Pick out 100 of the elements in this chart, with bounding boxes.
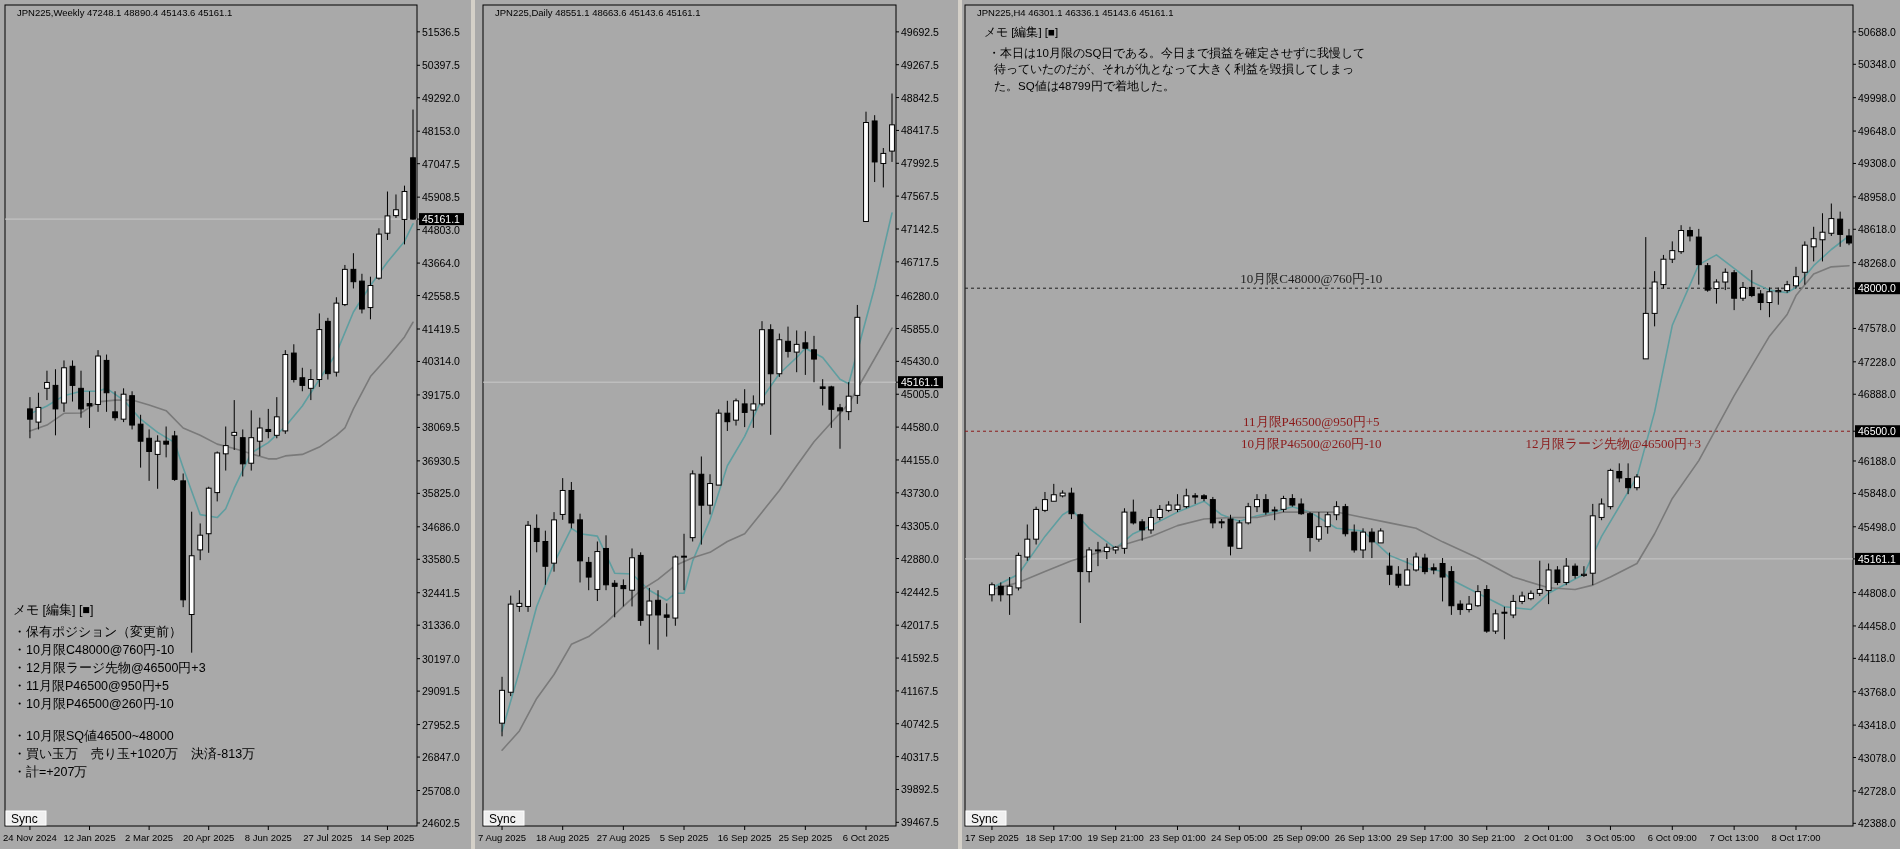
y-tick-label: 47992.5 [901, 157, 940, 170]
y-tick-label: 42880.0 [901, 552, 940, 565]
annotation: ・10月限SQ値46500~48000 [13, 729, 174, 743]
annotation: 10月限P46500@260円-10 [1241, 436, 1382, 452]
x-tick-label: 26 Sep 13:00 [1334, 832, 1392, 843]
y-tick-label: 43418.0 [1858, 719, 1897, 732]
y-tick-label: 45430.0 [901, 355, 940, 368]
y-tick-label: 40317.5 [901, 750, 940, 763]
x-tick-label: 23 Sep 01:00 [1149, 832, 1206, 843]
y-tick-label: 44580.0 [901, 421, 940, 434]
y-tick-label: 42442.5 [901, 586, 940, 599]
y-tick-label: 43078.0 [1858, 751, 1897, 764]
y-tick-label: 47228.0 [1858, 355, 1897, 368]
x-tick-label: 18 Sep 17:00 [1025, 832, 1083, 843]
y-tick-label: 51536.5 [422, 25, 461, 38]
y-tick-label: 44808.0 [1858, 586, 1897, 599]
y-tick-label: 46188.0 [1858, 454, 1897, 467]
y-tick-label: 42388.0 [1858, 817, 1897, 830]
y-tick-label: 48958.0 [1858, 190, 1897, 203]
y-tick-label: 24602.5 [422, 816, 461, 829]
x-tick-label: 30 Sep 21:00 [1458, 832, 1516, 843]
y-tick-label: 46280.0 [901, 289, 940, 302]
y-tick-label: 35825.0 [422, 487, 461, 500]
annotation: ・本日は10月限のSQ日である。今日まで損益を確定させずに我慢して [988, 45, 1366, 60]
y-tick-label: 39175.0 [422, 388, 461, 401]
x-tick-label: 6 Oct 09:00 [1647, 832, 1697, 843]
annotation: ・10月限C48000@760円-10 [13, 643, 175, 657]
y-tick-label: 48618.0 [1858, 223, 1897, 236]
x-tick-label: 3 Oct 05:00 [1585, 832, 1635, 843]
y-tick-label: 26847.0 [422, 751, 461, 764]
y-tick-label: 45908.5 [422, 191, 461, 204]
y-tick-label: 47047.5 [422, 157, 461, 170]
y-tick-label: 39467.5 [901, 816, 940, 829]
annotation: 12月限ラージ先物@46500円+3 [1525, 436, 1701, 452]
x-tick-label: 2 Oct 01:00 [1524, 832, 1574, 843]
y-tick-label: 48417.5 [901, 124, 940, 137]
y-tick-label: 25708.0 [422, 784, 461, 797]
y-tick-label: 47142.5 [901, 223, 940, 235]
x-tick-label: 25 Sep 2025 [778, 832, 833, 843]
y-tick-label: 45161.1 [422, 213, 461, 226]
y-tick-label: 48842.5 [901, 91, 940, 104]
annotation: ・保有ポジション（変更前） [13, 624, 182, 639]
ref-line-label: 10月限C48000@760円-10 [1240, 271, 1383, 287]
y-tick-label: 34686.0 [422, 520, 461, 533]
annotation: 待っていたのだが、それが仇となって大きく利益を毀損してしまっ [994, 63, 1354, 76]
y-tick-label: 42558.5 [422, 289, 461, 302]
annotation: ・計=+207万 [13, 765, 88, 779]
y-tick-label: 49648.0 [1858, 125, 1897, 138]
x-tick-label: 29 Sep 17:00 [1396, 832, 1454, 843]
y-tick-label: 46888.0 [1858, 388, 1897, 401]
annotation: Sync [11, 812, 38, 826]
y-tick-label: 42017.5 [901, 619, 940, 632]
y-tick-label: 48268.0 [1858, 256, 1897, 269]
x-tick-label: 7 Aug 2025 [478, 832, 527, 843]
y-tick-label: 47567.5 [901, 190, 940, 203]
annotation: ・10月限P46500@260円-10 [13, 697, 174, 711]
y-tick-label: 31336.0 [422, 619, 461, 632]
y-tick-label: 40314.0 [422, 355, 461, 368]
y-tick-label: 49292.0 [422, 91, 461, 104]
annotation: ・買い玉万 売り玉+1020万 決済-813万 [13, 746, 256, 761]
y-tick-label: 44155.0 [901, 453, 940, 466]
y-tick-label: 45161.1 [901, 376, 940, 389]
y-tick-label: 47578.0 [1858, 322, 1897, 335]
x-tick-label: 8 Oct 17:00 [1771, 832, 1821, 843]
y-tick-label: 41592.5 [901, 652, 940, 665]
y-tick-label: 49998.0 [1858, 91, 1897, 104]
y-tick-label: 45855.0 [901, 322, 940, 335]
y-tick-label: 43768.0 [1858, 685, 1897, 698]
chart-title: JPN225,Weekly 47248.1 48890.4 45143.6 45161.1 [17, 7, 233, 18]
x-tick-label: 2 Mar 2025 [125, 832, 174, 843]
y-tick-label: 33580.5 [422, 553, 461, 566]
y-tick-label: 32441.5 [422, 586, 461, 599]
x-tick-label: 18 Aug 2025 [536, 832, 590, 843]
x-tick-label: 8 Jun 2025 [244, 832, 292, 843]
y-tick-label: 27952.5 [422, 718, 461, 731]
y-tick-label: 48153.0 [422, 125, 461, 138]
y-tick-label: 44458.0 [1858, 619, 1897, 632]
x-tick-label: 16 Sep 2025 [717, 832, 772, 843]
x-tick-label: 14 Sep 2025 [360, 832, 415, 843]
x-tick-label: 24 Nov 2024 [3, 832, 57, 843]
annotation: ・12月限ラージ先物@46500円+3 [13, 661, 206, 675]
y-tick-label: 45498.0 [1858, 520, 1897, 533]
y-tick-label: 41419.5 [422, 323, 461, 336]
y-tick-label: 46500.0 [1858, 425, 1897, 438]
y-tick-label: 38069.5 [422, 421, 461, 434]
y-tick-label: 43730.0 [901, 486, 940, 499]
x-tick-label: 25 Sep 09:00 [1272, 832, 1330, 843]
y-tick-label: 43664.0 [422, 257, 461, 270]
annotation: Sync [971, 812, 998, 826]
y-tick-label: 30197.0 [422, 652, 461, 665]
x-tick-label: 6 Oct 2025 [842, 832, 890, 843]
y-tick-label: 36930.5 [422, 454, 461, 467]
annotation: ・11月限P46500@950円+5 [13, 679, 169, 693]
chart-title: JPN225,Daily 48551.1 48663.6 45143.6 45161.1 [495, 7, 701, 18]
x-tick-label: 17 Sep 2025 [965, 832, 1019, 843]
y-tick-label: 48000.0 [1858, 282, 1897, 295]
y-tick-label: 29091.5 [422, 685, 461, 698]
y-tick-label: 49308.0 [1858, 157, 1897, 170]
annotation: メモ [編集] [■] [13, 603, 94, 617]
chart-title: JPN225,H4 46301.1 46336.1 45143.6 45161.1 [977, 7, 1174, 18]
